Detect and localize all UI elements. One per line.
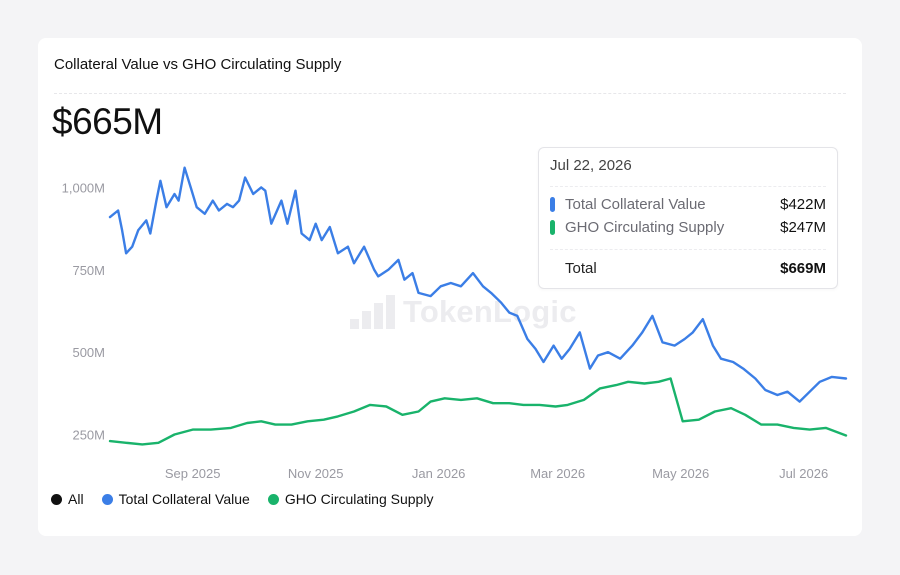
tooltip-swatch-collateral [550,196,555,212]
x-tick-label: Jul 2026 [779,466,828,481]
chart-card: Collateral Value vs GHO Circulating Supp… [38,38,862,536]
chart-title: Collateral Value vs GHO Circulating Supp… [54,56,342,73]
x-tick-label: Nov 2025 [288,466,344,481]
series-lines [108,166,848,446]
tooltip-label: GHO Circulating Supply [565,218,725,236]
x-tick-label: Sep 2025 [165,466,221,481]
x-tick-label: Mar 2026 [530,466,585,481]
watermark: TokenLogic [350,294,577,330]
legend-item-all[interactable]: All [51,491,84,507]
tooltip-date: Jul 22, 2026 [550,157,632,174]
tooltip-value: $422M [780,195,826,213]
tooltip-swatch-gho [550,219,555,235]
hover-tooltip: Jul 22, 2026 Total Collateral Value $422… [538,147,838,289]
line-chart[interactable]: 250M 500M 750M 1,000M Sep 2025 Nov 2025 Jan 2… [38,38,862,536]
legend-item-gho-circulating-supply[interactable]: GHO Circulating Supply [267,491,434,507]
legend-dot-icon [51,493,62,505]
y-axis: 250M 500M 750M 1,000M [62,180,105,442]
watermark-text: TokenLogic [403,294,577,329]
tooltip-total-label: Total [565,259,597,277]
legend-label: All [68,491,84,507]
x-tick-label: Jan 2026 [412,466,466,481]
legend-item-total-collateral-value[interactable]: Total Collateral Value [101,491,250,507]
tooltip-total-value: $669M [780,259,826,277]
series-line-gho-circulating-supply [108,377,848,446]
tooltip-value: $247M [780,218,826,236]
series-line-total-collateral-value [108,166,848,403]
chart-legend: All Total Collateral Value GHO Circulati… [51,491,433,507]
y-tick-label: 250M [72,428,105,443]
legend-dot-icon [267,493,279,505]
tooltip-row-total: Total $669M [550,258,826,278]
x-tick-label: May 2026 [652,466,709,481]
title-divider [54,93,846,94]
tooltip-row-collateral: Total Collateral Value $422M [550,194,826,214]
legend-dot-icon [101,493,113,505]
legend-label: Total Collateral Value [118,491,250,507]
tooltip-divider [550,186,826,187]
y-tick-label: 500M [72,345,105,360]
legend-label: GHO Circulating Supply [284,491,434,507]
y-tick-label: 750M [72,263,105,278]
tooltip-label: Total Collateral Value [565,195,706,213]
tokenlogic-logo-icon [350,295,395,329]
tooltip-row-gho: GHO Circulating Supply $247M [550,217,826,237]
x-axis: Sep 2025 Nov 2025 Jan 2026 Mar 2026 May 2026… [165,466,828,481]
headline-value: $665M [52,101,163,142]
tooltip-divider [550,249,826,250]
y-tick-label: 1,000M [62,180,105,195]
